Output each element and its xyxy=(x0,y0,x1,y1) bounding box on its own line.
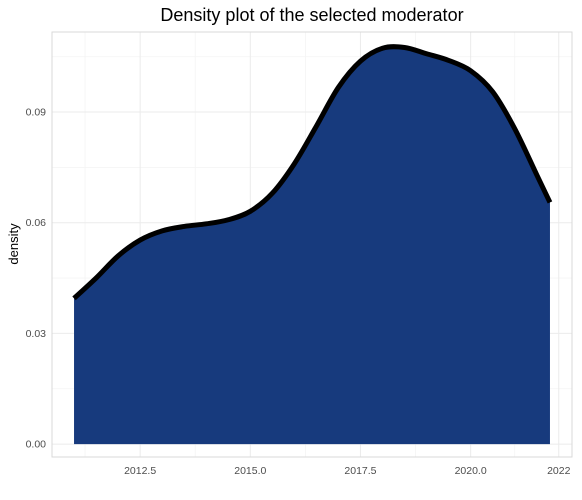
x-axis-ticks: 2012.5 2015.0 2017.5 2020.0 2022 xyxy=(124,465,571,477)
density-area xyxy=(74,46,550,445)
chart-title: Density plot of the selected moderator xyxy=(160,5,463,25)
density-line xyxy=(72,44,553,301)
y-tick-label: 0.09 xyxy=(26,107,47,119)
y-tick-label: 0.03 xyxy=(26,328,47,340)
x-tick-label: 2022 xyxy=(547,465,571,477)
plot-layer xyxy=(72,44,553,445)
panel-border xyxy=(51,31,573,458)
y-axis-label: density xyxy=(6,223,21,265)
y-axis-ticks: 0.00 0.03 0.06 0.09 xyxy=(26,107,47,451)
x-tick-label: 2020.0 xyxy=(455,465,487,477)
y-tick-label: 0.00 xyxy=(26,439,47,451)
x-tick-label: 2017.5 xyxy=(344,465,376,477)
y-tick-label: 0.06 xyxy=(26,217,47,229)
x-tick-label: 2012.5 xyxy=(124,465,156,477)
x-tick-label: 2015.0 xyxy=(234,465,266,477)
